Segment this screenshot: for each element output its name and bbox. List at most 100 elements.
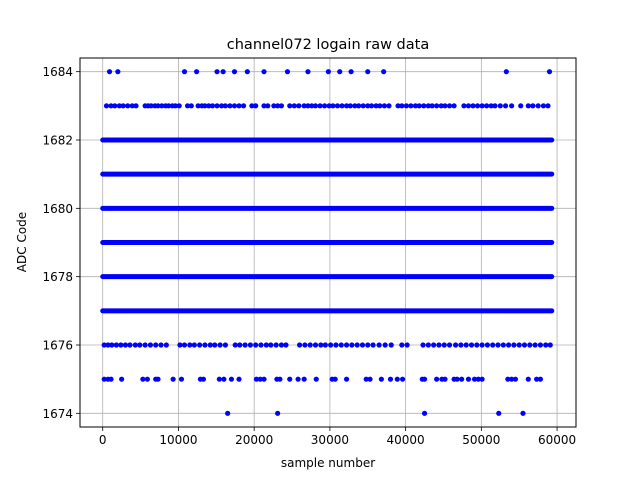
data-point — [247, 342, 253, 348]
data-point — [275, 410, 281, 416]
data-point — [103, 103, 110, 109]
plot-frame — [79, 57, 577, 428]
data-point — [120, 103, 126, 109]
data-point — [129, 103, 135, 109]
data-point — [301, 376, 307, 382]
data-point — [465, 103, 472, 109]
data-point — [395, 103, 401, 109]
data-point — [520, 410, 526, 416]
data-point — [214, 103, 220, 109]
data-point — [373, 103, 379, 109]
data-point — [122, 342, 129, 348]
data-point — [112, 103, 118, 109]
y-tick-label: 1676 — [42, 339, 73, 353]
data-point — [545, 103, 551, 109]
data-point — [525, 376, 531, 382]
data-point — [325, 69, 331, 75]
data-point — [537, 376, 544, 382]
data-point — [434, 376, 440, 382]
data-point — [387, 376, 394, 382]
data-point — [231, 103, 238, 109]
data-point — [458, 342, 464, 348]
data-point — [399, 103, 405, 109]
data-point — [273, 342, 279, 348]
data-point — [343, 103, 350, 109]
data-point — [535, 103, 541, 109]
data-point — [376, 342, 382, 348]
data-point — [188, 103, 194, 109]
data-point — [206, 103, 212, 109]
data-point — [253, 103, 259, 109]
data-point — [442, 376, 448, 382]
data-point — [181, 69, 188, 75]
data-point — [516, 342, 522, 348]
data-point — [479, 376, 485, 382]
data-point — [461, 103, 467, 109]
data-point — [109, 342, 115, 348]
data-point — [347, 103, 353, 109]
data-point — [153, 342, 159, 348]
data-point — [475, 376, 481, 382]
data-point — [278, 103, 285, 109]
data-point — [191, 342, 197, 348]
data-point — [540, 103, 547, 109]
data-point — [511, 342, 517, 348]
data-point — [352, 103, 358, 109]
data-point — [416, 103, 422, 109]
data-point — [113, 342, 119, 348]
data-point — [328, 342, 334, 348]
data-point — [317, 103, 323, 109]
data-point — [236, 376, 242, 382]
data-point — [322, 342, 328, 348]
data-point — [119, 376, 125, 382]
data-point — [399, 342, 405, 348]
y-tick-label: 1678 — [42, 270, 73, 284]
data-point — [209, 103, 216, 109]
data-point — [318, 342, 324, 348]
data-point — [181, 342, 188, 348]
data-point — [197, 342, 203, 348]
data-point — [421, 376, 428, 382]
data-point — [506, 342, 512, 348]
data-point — [302, 342, 308, 348]
data-point — [496, 410, 502, 416]
data-point — [381, 69, 387, 75]
y-axis-label: ADC Code — [15, 212, 29, 272]
data-point — [222, 342, 228, 348]
data-point — [125, 103, 131, 109]
data-point — [265, 103, 271, 109]
data-point — [194, 69, 200, 75]
data-point — [137, 342, 143, 348]
data-point — [253, 342, 259, 348]
data-point — [221, 376, 227, 382]
data-point — [360, 103, 366, 109]
data-point — [349, 342, 355, 348]
y-tick-label: 1684 — [42, 65, 73, 79]
data-points — [100, 69, 555, 416]
data-point — [287, 103, 293, 109]
data-point — [147, 342, 154, 348]
data-point — [378, 376, 384, 382]
data-point — [386, 103, 392, 109]
data-point — [127, 342, 133, 348]
data-point — [459, 376, 465, 382]
data-point — [296, 103, 302, 109]
data-point — [301, 103, 307, 109]
data-point — [388, 342, 394, 348]
data-point — [159, 103, 165, 109]
data-point — [214, 69, 220, 75]
data-point — [348, 69, 354, 75]
data-point — [403, 103, 409, 109]
data-point — [277, 376, 283, 382]
data-point — [106, 69, 113, 75]
data-point — [278, 342, 285, 348]
data-point — [297, 342, 303, 348]
data-point — [338, 342, 344, 348]
data-point — [287, 376, 293, 382]
data-point — [118, 342, 124, 348]
data-point — [227, 103, 233, 109]
data-point — [284, 69, 291, 75]
data-point — [518, 103, 524, 109]
data-point — [275, 103, 281, 109]
data-point — [249, 103, 255, 109]
